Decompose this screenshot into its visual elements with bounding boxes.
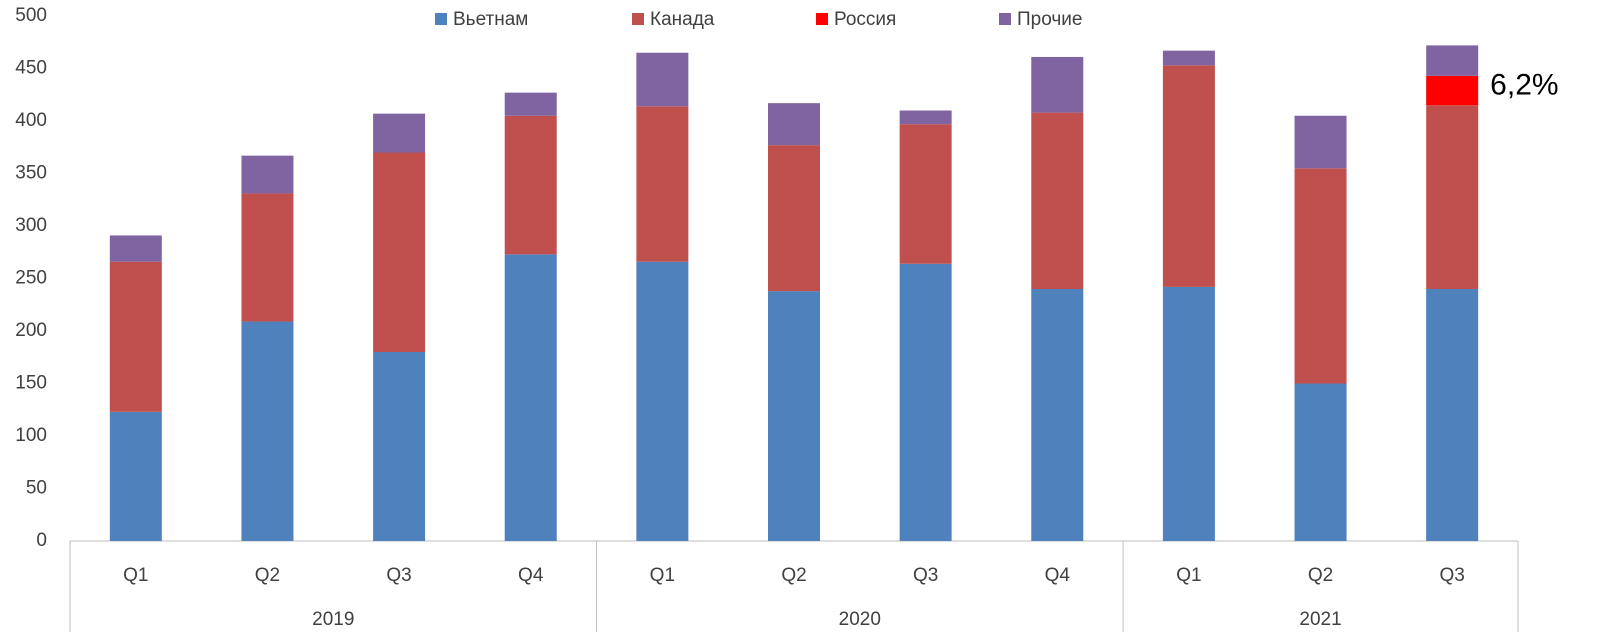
y-tick-label: 500 xyxy=(15,5,47,26)
x-tick-label: Q3 xyxy=(386,565,411,586)
bar-segment xyxy=(109,411,162,541)
bar-segment xyxy=(1426,75,1479,106)
legend-swatch xyxy=(816,13,828,25)
y-tick-label: 350 xyxy=(15,163,47,184)
bar-segment xyxy=(109,261,162,412)
bar-segment xyxy=(1031,56,1084,113)
group-label: 2019 xyxy=(312,609,354,630)
bar-segment xyxy=(1031,112,1084,289)
x-tick-label: Q4 xyxy=(1045,565,1071,586)
legend-swatch xyxy=(632,13,644,25)
y-tick-label: 150 xyxy=(15,373,47,394)
bar-segment xyxy=(241,155,294,194)
legend-label: Канада xyxy=(650,9,715,30)
y-tick-label: 400 xyxy=(15,110,47,131)
bar-segment xyxy=(636,106,689,262)
bar-segment xyxy=(1162,50,1215,66)
bar-segment xyxy=(636,52,689,107)
bar-segment xyxy=(241,321,294,541)
y-tick-label: 450 xyxy=(15,58,47,79)
legend-label: Прочие xyxy=(1017,9,1082,30)
y-tick-label: 50 xyxy=(26,478,47,499)
bar-segment xyxy=(768,145,820,292)
y-tick-label: 0 xyxy=(36,530,47,551)
y-tick-label: 200 xyxy=(15,320,47,341)
x-tick-label: Q1 xyxy=(1176,565,1201,586)
x-tick-label: Q3 xyxy=(1440,565,1465,586)
legend-label: Вьетнам xyxy=(453,9,528,30)
bar-segment xyxy=(1162,286,1215,541)
y-tick-label: 250 xyxy=(15,268,47,289)
bar-segment xyxy=(1162,65,1215,287)
x-tick-label: Q2 xyxy=(1308,565,1333,586)
bar-segment xyxy=(899,263,952,541)
bar-segment xyxy=(768,291,820,541)
x-tick-label: Q2 xyxy=(255,565,280,586)
bar-segment xyxy=(504,115,557,255)
bar-segment xyxy=(899,124,952,264)
bar-segment xyxy=(1031,289,1084,541)
legend-swatch xyxy=(435,13,447,25)
x-tick-label: Q4 xyxy=(518,565,544,586)
bar-segment xyxy=(1426,105,1479,289)
bar-segment xyxy=(504,92,557,116)
y-tick-label: 100 xyxy=(15,425,47,446)
bar-segment xyxy=(1294,168,1347,384)
bar-segment xyxy=(373,352,426,541)
x-tick-label: Q1 xyxy=(650,565,675,586)
legend-label: Россия xyxy=(834,9,896,30)
x-tick-label: Q3 xyxy=(913,565,938,586)
bar-segment xyxy=(373,113,426,153)
bar-segment xyxy=(899,110,952,125)
bar-segment xyxy=(768,103,820,146)
bar-segment xyxy=(504,254,557,541)
group-label: 2020 xyxy=(839,609,881,630)
bar-segment xyxy=(636,261,689,541)
legend-swatch xyxy=(999,13,1011,25)
annotation: 6,2% xyxy=(1490,68,1558,101)
bar-segment xyxy=(241,193,294,322)
y-tick-label: 300 xyxy=(15,215,47,236)
x-tick-label: Q2 xyxy=(781,565,806,586)
bar-segment xyxy=(1294,115,1347,169)
bar-segment xyxy=(1294,383,1347,541)
bar-segment xyxy=(1426,289,1479,541)
x-tick-label: Q1 xyxy=(123,565,148,586)
bar-segment xyxy=(109,235,162,262)
group-label: 2021 xyxy=(1299,609,1341,630)
bar-segment xyxy=(373,152,426,352)
bar-segment xyxy=(1426,45,1479,76)
